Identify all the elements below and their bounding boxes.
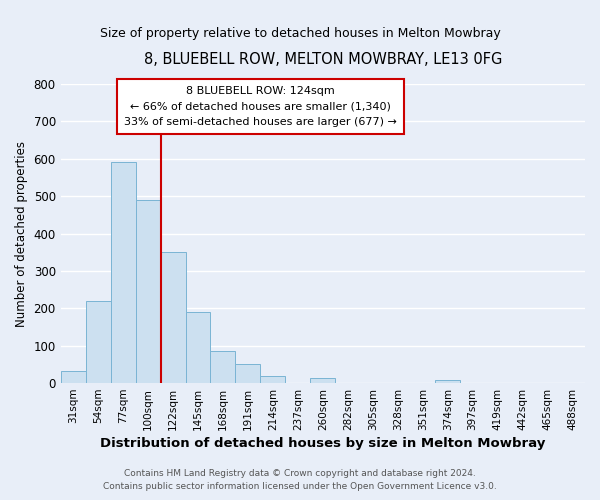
Title: 8, BLUEBELL ROW, MELTON MOWBRAY, LE13 0FG: 8, BLUEBELL ROW, MELTON MOWBRAY, LE13 0F… bbox=[143, 52, 502, 68]
Text: Size of property relative to detached houses in Melton Mowbray: Size of property relative to detached ho… bbox=[100, 28, 500, 40]
Bar bbox=[260, 376, 286, 383]
Bar bbox=[136, 200, 161, 383]
Bar bbox=[435, 380, 460, 383]
Bar bbox=[110, 162, 136, 383]
Bar bbox=[86, 301, 110, 383]
Bar bbox=[61, 370, 86, 383]
X-axis label: Distribution of detached houses by size in Melton Mowbray: Distribution of detached houses by size … bbox=[100, 437, 545, 450]
Text: Contains HM Land Registry data © Crown copyright and database right 2024.
Contai: Contains HM Land Registry data © Crown c… bbox=[103, 469, 497, 491]
Bar bbox=[161, 252, 185, 383]
Text: 8 BLUEBELL ROW: 124sqm
← 66% of detached houses are smaller (1,340)
33% of semi-: 8 BLUEBELL ROW: 124sqm ← 66% of detached… bbox=[124, 86, 397, 127]
Bar bbox=[310, 378, 335, 383]
Bar bbox=[235, 364, 260, 383]
Bar bbox=[211, 352, 235, 383]
Bar bbox=[185, 312, 211, 383]
Y-axis label: Number of detached properties: Number of detached properties bbox=[15, 140, 28, 326]
